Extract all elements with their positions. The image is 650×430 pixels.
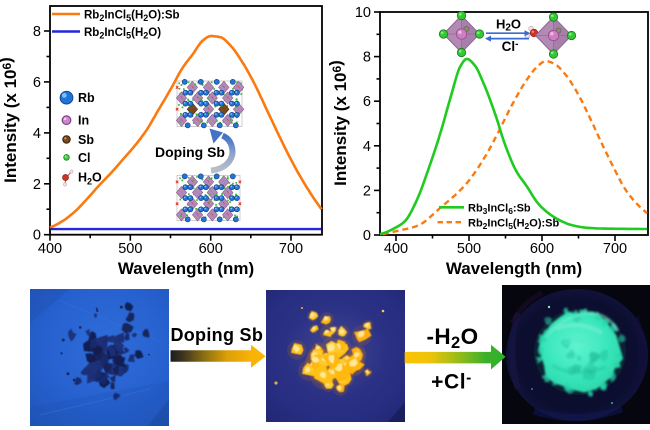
svg-text:Rb2InCl5(H2O):Sb: Rb2InCl5(H2O):Sb: [468, 217, 559, 230]
svg-text:600: 600: [199, 241, 223, 257]
svg-text:Cl-: Cl-: [502, 39, 519, 54]
svg-text:H2O: H2O: [78, 171, 102, 187]
svg-text:0: 0: [33, 228, 41, 244]
svg-text:400: 400: [38, 241, 62, 257]
svg-text:Wavelength (nm): Wavelength (nm): [118, 259, 254, 278]
svg-text:400: 400: [384, 241, 408, 257]
svg-text:500: 500: [457, 241, 481, 257]
svg-text:4: 4: [363, 139, 371, 155]
svg-text:4: 4: [33, 126, 41, 142]
svg-text:8: 8: [363, 50, 371, 66]
svg-text:Rb2InCl5(H2O):Sb: Rb2InCl5(H2O):Sb: [84, 10, 180, 24]
svg-text:Wavelength (nm): Wavelength (nm): [446, 259, 582, 278]
svg-text:Rb2InCl5(H2O): Rb2InCl5(H2O): [84, 27, 161, 41]
svg-text:H2O: H2O: [496, 16, 521, 33]
svg-text:Sb: Sb: [78, 133, 94, 147]
svg-text:Doping Sb: Doping Sb: [170, 325, 263, 345]
svg-text:600: 600: [530, 241, 554, 257]
svg-text:In: In: [78, 114, 89, 128]
svg-text:700: 700: [603, 241, 627, 257]
svg-text:Intensity (x 106): Intensity (x 106): [0, 57, 20, 183]
svg-text:+Cl-: +Cl-: [431, 370, 472, 394]
svg-text:6: 6: [33, 75, 41, 91]
svg-text:10: 10: [355, 5, 371, 21]
svg-text:2: 2: [363, 183, 371, 199]
svg-text:0: 0: [363, 228, 371, 244]
svg-text:Rb: Rb: [78, 91, 95, 105]
svg-text:8: 8: [33, 24, 41, 40]
svg-text:2: 2: [33, 177, 41, 193]
svg-text:Cl: Cl: [78, 151, 91, 165]
svg-text:Rb3InCl6:Sb: Rb3InCl6:Sb: [468, 203, 531, 216]
svg-text:6: 6: [363, 94, 371, 110]
svg-text:700: 700: [279, 241, 303, 257]
svg-text:500: 500: [118, 241, 142, 257]
svg-text:Doping Sb: Doping Sb: [155, 144, 225, 160]
